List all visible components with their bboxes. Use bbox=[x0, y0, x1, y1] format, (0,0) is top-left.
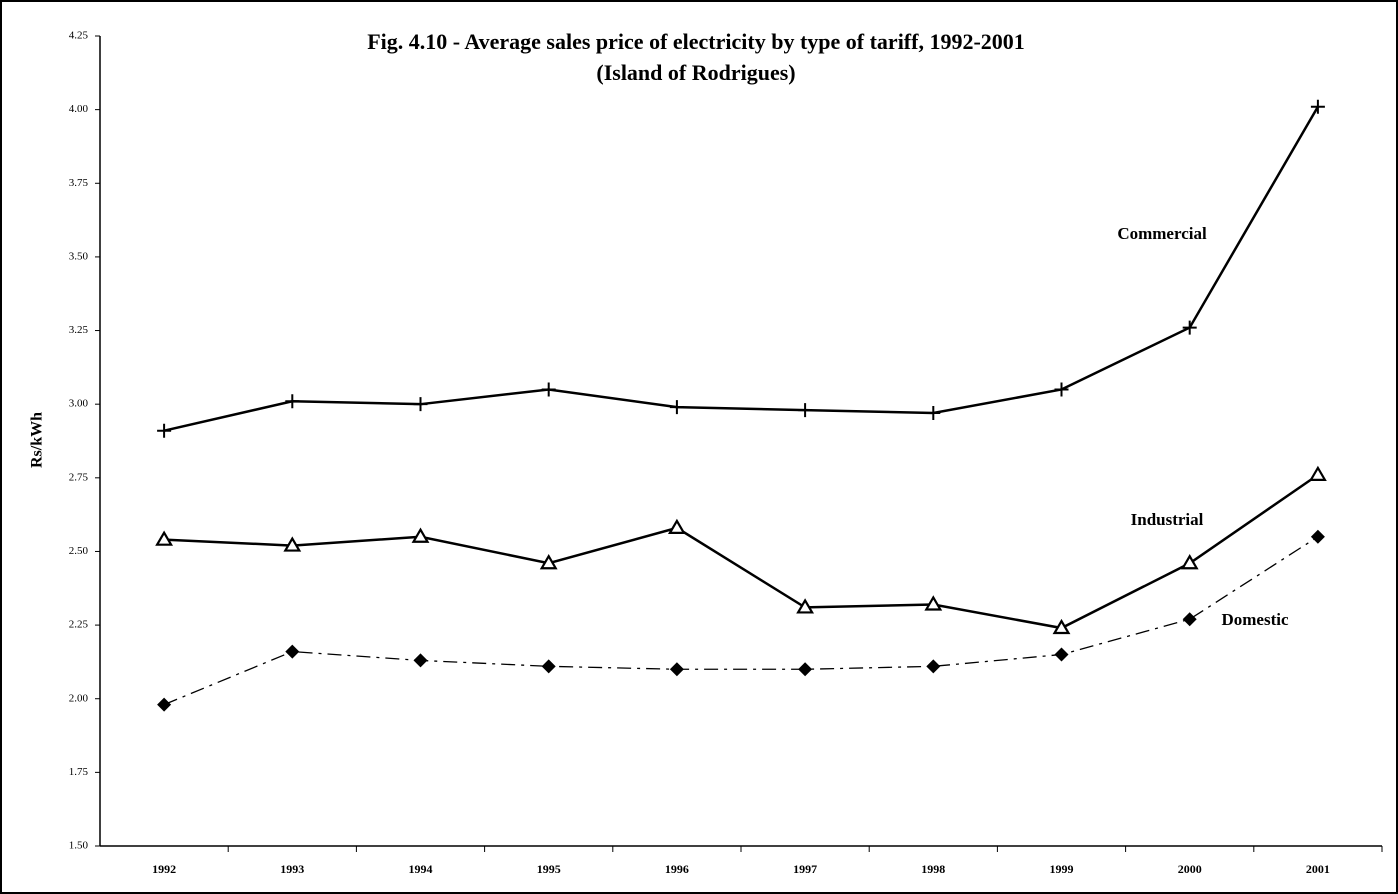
marker bbox=[924, 595, 943, 611]
x-tick-label: 1996 bbox=[665, 862, 689, 876]
marker bbox=[283, 536, 302, 552]
y-axis-label: Rs/kWh bbox=[29, 412, 46, 468]
y-tick-label: 3.50 bbox=[69, 250, 89, 262]
marker bbox=[539, 554, 558, 570]
series-line bbox=[163, 536, 1319, 706]
marker bbox=[669, 662, 684, 677]
x-tick-label: 1992 bbox=[152, 862, 176, 876]
marker bbox=[1054, 647, 1069, 662]
marker bbox=[1182, 320, 1197, 335]
y-tick-label: 2.50 bbox=[69, 545, 89, 557]
marker bbox=[1310, 99, 1325, 114]
x-tick-label: 1995 bbox=[537, 862, 561, 876]
y-tick-label: 4.25 bbox=[69, 30, 89, 42]
series-label: Commercial bbox=[1117, 224, 1207, 243]
series-label: Industrial bbox=[1131, 510, 1204, 529]
x-tick-label: 1993 bbox=[280, 862, 304, 876]
y-tick-label: 2.75 bbox=[69, 471, 89, 483]
marker bbox=[1052, 618, 1071, 635]
marker bbox=[796, 598, 815, 614]
marker bbox=[541, 382, 556, 397]
chart-title: Fig. 4.10 - Average sales price of elect… bbox=[367, 29, 1025, 54]
marker bbox=[926, 659, 941, 674]
marker bbox=[157, 697, 172, 712]
series-label: Domestic bbox=[1221, 610, 1288, 629]
marker bbox=[155, 530, 174, 546]
x-tick-label: 2000 bbox=[1178, 862, 1202, 876]
x-tick-label: 1998 bbox=[921, 862, 945, 876]
marker bbox=[285, 644, 300, 659]
marker bbox=[1310, 529, 1325, 544]
x-tick-label: 1999 bbox=[1050, 862, 1074, 876]
x-tick-label: 2001 bbox=[1306, 862, 1330, 876]
y-tick-label: 2.00 bbox=[69, 692, 89, 704]
chart-subtitle: (Island of Rodrigues) bbox=[596, 60, 795, 85]
marker bbox=[285, 394, 300, 409]
marker bbox=[798, 403, 813, 418]
y-tick-label: 3.75 bbox=[69, 177, 89, 189]
y-tick-label: 3.00 bbox=[69, 398, 89, 410]
series-line bbox=[163, 106, 1319, 432]
marker bbox=[1180, 554, 1199, 570]
marker bbox=[1182, 612, 1197, 627]
marker bbox=[413, 653, 428, 668]
marker bbox=[411, 527, 430, 543]
x-tick-label: 1994 bbox=[409, 862, 433, 876]
marker bbox=[1054, 382, 1069, 397]
marker bbox=[157, 423, 172, 438]
marker bbox=[669, 400, 684, 415]
marker bbox=[541, 659, 556, 674]
y-tick-label: 2.25 bbox=[69, 619, 89, 631]
series-line bbox=[164, 473, 1319, 630]
marker bbox=[667, 518, 686, 534]
y-tick-label: 1.50 bbox=[69, 840, 89, 852]
marker bbox=[413, 397, 428, 412]
marker bbox=[798, 662, 813, 677]
y-tick-label: 4.00 bbox=[69, 103, 89, 115]
marker bbox=[926, 406, 941, 421]
marker bbox=[1308, 465, 1327, 481]
x-tick-label: 1997 bbox=[793, 862, 817, 876]
y-tick-label: 1.75 bbox=[69, 766, 89, 778]
y-tick-label: 3.25 bbox=[69, 324, 89, 336]
